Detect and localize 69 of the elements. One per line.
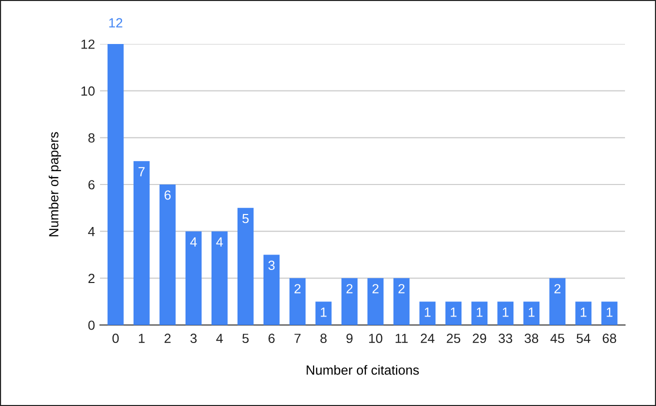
x-tick-label: 54 (576, 334, 590, 344)
bar (315, 302, 332, 325)
data-label: 2 (294, 284, 301, 294)
data-label: 1 (450, 308, 456, 317)
x-tick-label: 0 (112, 334, 119, 344)
y-tick-label: 10 (81, 86, 95, 96)
data-label: 5 (242, 214, 249, 224)
bar (601, 302, 618, 325)
bar (134, 161, 150, 325)
data-label: 1 (528, 308, 534, 317)
bar (237, 208, 254, 325)
data-label: 4 (190, 237, 197, 246)
bar (341, 278, 358, 325)
x-tick-label: 2 (164, 334, 171, 343)
data-label: 2 (398, 284, 404, 294)
x-tick-label: 4 (216, 334, 223, 343)
y-axis-title: Number of papers (48, 132, 62, 236)
x-axis-title: Number of citations (306, 365, 419, 375)
bar (471, 302, 488, 325)
x-tick-label: 7 (294, 334, 301, 343)
data-label: 1 (424, 308, 430, 317)
bar (263, 254, 280, 325)
y-tick-label: 0 (88, 320, 95, 330)
x-tick-label: 10 (369, 334, 382, 344)
y-tick-label: 12 (81, 40, 94, 49)
bar (445, 302, 462, 325)
data-label: 6 (164, 190, 171, 200)
x-tick-label: 29 (472, 334, 486, 344)
bar (289, 278, 306, 325)
data-label: 1 (320, 308, 327, 317)
bar (212, 231, 228, 325)
x-tick-label: 8 (320, 334, 327, 344)
bar (393, 278, 410, 325)
x-tick-label: 6 (268, 334, 275, 344)
data-label: 12 (109, 18, 122, 28)
x-tick-label: 68 (602, 334, 616, 344)
data-label: 2 (372, 284, 378, 294)
x-tick-label: 24 (420, 334, 434, 343)
x-tick-label: 5 (242, 334, 249, 344)
data-label: 1 (606, 308, 612, 317)
bar (523, 302, 540, 325)
bar (497, 302, 514, 325)
data-label: 4 (216, 237, 223, 246)
data-label: 1 (502, 308, 508, 317)
x-tick-label: 45 (550, 334, 564, 344)
bar (419, 302, 436, 325)
bar (186, 231, 202, 325)
x-tick-label: 9 (346, 334, 353, 344)
x-tick-label: 1 (138, 334, 145, 343)
data-label: 3 (268, 260, 275, 270)
x-tick-label: 11 (396, 334, 408, 343)
bar (575, 302, 592, 325)
y-tick-label: 8 (88, 133, 95, 143)
y-tick-label: 6 (88, 180, 95, 190)
data-label: 2 (346, 284, 353, 294)
y-tick-label: 2 (88, 274, 94, 283)
x-tick-label: 3 (190, 334, 197, 344)
data-label: 1 (580, 308, 586, 317)
y-tick-label: 4 (88, 227, 95, 236)
x-tick-label: 25 (446, 334, 460, 344)
bar (160, 184, 176, 325)
data-label: 7 (138, 167, 145, 176)
bar (549, 278, 566, 325)
bar (108, 44, 124, 325)
data-label: 1 (476, 308, 482, 317)
data-label: 2 (554, 284, 560, 294)
x-tick-label: 38 (524, 334, 538, 344)
bar (367, 278, 384, 325)
x-tick-label: 33 (498, 334, 512, 344)
